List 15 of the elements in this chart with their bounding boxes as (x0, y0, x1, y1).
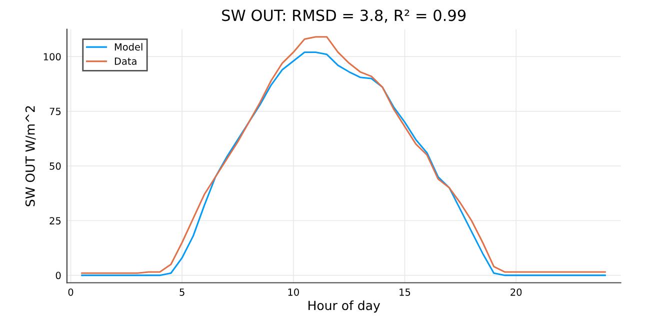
y-tick-label: 25 (50, 217, 61, 224)
chart-title: SW OUT: RMSD = 3.8, R² = 0.99 (222, 10, 466, 23)
y-tick-label: 75 (50, 108, 61, 116)
x-tick-label: 5 (180, 288, 184, 296)
x-tick-label: 15 (400, 288, 410, 296)
y-tick-label: 0 (56, 272, 61, 280)
x-tick-label: 0 (68, 288, 74, 296)
x-tick-label: 10 (288, 288, 299, 296)
x-tick-label: 20 (510, 288, 522, 296)
x-axis-title: Hour of day (308, 300, 380, 313)
legend-label: Model (114, 43, 142, 51)
legend-label: Data (114, 58, 136, 65)
y-axis-title: SW OUT W/m^2 (25, 106, 36, 206)
y-tick-label: 100 (44, 53, 61, 60)
y-tick-label: 50 (50, 162, 61, 170)
